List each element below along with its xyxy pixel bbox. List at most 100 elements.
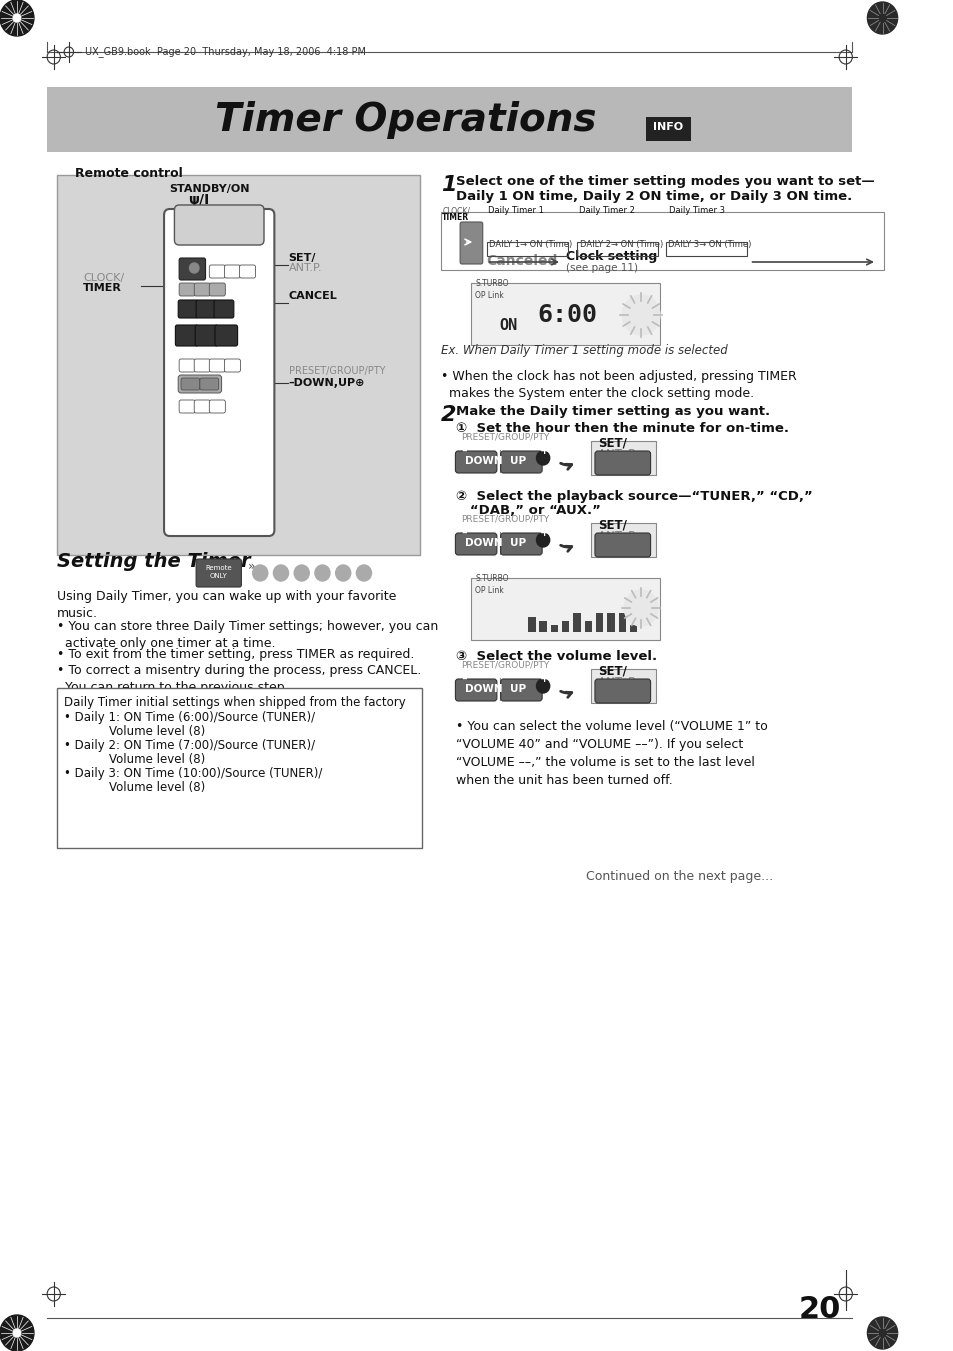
Text: 2: 2 <box>441 405 456 426</box>
Circle shape <box>456 680 470 693</box>
Bar <box>629 626 637 632</box>
Circle shape <box>866 1317 897 1350</box>
Text: TIMER: TIMER <box>83 282 122 293</box>
Text: TIMER: TIMER <box>442 213 469 222</box>
Text: Volume level (8): Volume level (8) <box>64 725 205 738</box>
Circle shape <box>253 565 268 581</box>
Text: Daily Timer 2: Daily Timer 2 <box>578 205 634 215</box>
Text: Remote
ONLY: Remote ONLY <box>205 566 232 578</box>
FancyBboxPatch shape <box>224 265 240 278</box>
Text: –: – <box>460 674 466 684</box>
FancyBboxPatch shape <box>214 326 237 346</box>
Text: Continued on the next page...: Continued on the next page... <box>585 870 772 884</box>
Text: UX_GB9.book  Page 20  Thursday, May 18, 2006  4:18 PM: UX_GB9.book Page 20 Thursday, May 18, 20… <box>85 46 365 58</box>
Circle shape <box>536 680 549 693</box>
Text: DAILY 2→ ON (Time): DAILY 2→ ON (Time) <box>579 240 662 249</box>
Text: SET/: SET/ <box>598 665 626 678</box>
FancyBboxPatch shape <box>500 680 541 701</box>
Text: Daily Timer 3: Daily Timer 3 <box>669 205 724 215</box>
Text: 20: 20 <box>799 1296 841 1324</box>
FancyBboxPatch shape <box>179 282 195 296</box>
Circle shape <box>6 5 29 30</box>
FancyBboxPatch shape <box>200 378 218 390</box>
FancyBboxPatch shape <box>179 400 195 413</box>
FancyBboxPatch shape <box>209 265 225 278</box>
Text: DOWN: DOWN <box>464 538 502 549</box>
FancyBboxPatch shape <box>500 451 541 473</box>
Text: CLOCK/: CLOCK/ <box>442 205 470 215</box>
Text: PRESET/GROUP/PTY: PRESET/GROUP/PTY <box>288 366 385 376</box>
Text: 1: 1 <box>441 176 456 195</box>
Text: OP Link: OP Link <box>475 290 503 300</box>
Text: –: – <box>460 528 466 538</box>
Circle shape <box>536 534 549 547</box>
FancyBboxPatch shape <box>471 282 659 345</box>
FancyBboxPatch shape <box>455 680 497 701</box>
Text: ①  Set the hour then the minute for on-time.: ① Set the hour then the minute for on-ti… <box>456 422 788 435</box>
Text: OP Link: OP Link <box>475 586 503 594</box>
Text: SET/: SET/ <box>598 519 626 532</box>
FancyBboxPatch shape <box>174 205 264 245</box>
FancyBboxPatch shape <box>645 118 690 141</box>
Text: ANT. P.: ANT. P. <box>598 530 636 543</box>
Bar <box>538 613 546 632</box>
Text: • To correct a misentry during the process, press CANCEL.
  You can return to th: • To correct a misentry during the proce… <box>56 663 420 694</box>
FancyBboxPatch shape <box>181 378 200 390</box>
Text: Daily Timer 1: Daily Timer 1 <box>488 205 544 215</box>
FancyBboxPatch shape <box>209 400 225 413</box>
Text: • Daily 1: ON Time (6:00)/Source (TUNER)/: • Daily 1: ON Time (6:00)/Source (TUNER)… <box>64 711 314 724</box>
FancyBboxPatch shape <box>195 326 217 346</box>
FancyBboxPatch shape <box>591 440 656 476</box>
Text: Daily Timer initial settings when shipped from the factory: Daily Timer initial settings when shippe… <box>64 696 405 709</box>
Circle shape <box>536 451 549 465</box>
Text: SET/: SET/ <box>288 253 315 263</box>
FancyBboxPatch shape <box>196 300 215 317</box>
FancyBboxPatch shape <box>239 265 255 278</box>
Text: Setting the Timer: Setting the Timer <box>56 553 250 571</box>
FancyBboxPatch shape <box>209 282 225 296</box>
Text: PRESET/GROUP/PTY: PRESET/GROUP/PTY <box>460 434 549 442</box>
Text: CLOCK/: CLOCK/ <box>83 273 124 282</box>
Circle shape <box>0 1315 34 1351</box>
Text: Make the Daily timer setting as you want.: Make the Daily timer setting as you want… <box>456 405 770 417</box>
FancyBboxPatch shape <box>459 222 482 263</box>
FancyBboxPatch shape <box>178 300 198 317</box>
Circle shape <box>621 295 659 335</box>
FancyBboxPatch shape <box>455 451 497 473</box>
Bar <box>606 621 614 632</box>
Text: +: + <box>539 528 549 538</box>
Text: SET/: SET/ <box>598 436 626 450</box>
Text: +: + <box>539 674 549 684</box>
FancyBboxPatch shape <box>179 359 195 372</box>
Text: • You can select the volume level (“VOLUME 1” to
“VOLUME 40” and “VOLUME ––”). I: • You can select the volume level (“VOLU… <box>456 720 767 788</box>
Text: UP: UP <box>510 538 526 549</box>
Text: DAILY 1→ ON (Time): DAILY 1→ ON (Time) <box>489 240 572 249</box>
FancyBboxPatch shape <box>591 523 656 557</box>
Text: “DAB,” or “AUX.”: “DAB,” or “AUX.” <box>456 504 600 517</box>
Text: 6:00: 6:00 <box>537 303 597 327</box>
FancyBboxPatch shape <box>224 359 240 372</box>
Text: (see page 11): (see page 11) <box>565 263 637 273</box>
Text: ANT.P.: ANT.P. <box>288 263 322 273</box>
Text: Canceled: Canceled <box>486 254 558 267</box>
Text: ANT. P.: ANT. P. <box>598 676 636 689</box>
Text: DOWN: DOWN <box>464 684 502 694</box>
Text: Ex. When Daily Timer 1 setting mode is selected: Ex. When Daily Timer 1 setting mode is s… <box>441 345 727 357</box>
FancyBboxPatch shape <box>194 282 210 296</box>
Circle shape <box>335 565 351 581</box>
Text: Clock setting: Clock setting <box>565 250 657 263</box>
Text: STANDBY/ON: STANDBY/ON <box>170 184 250 195</box>
Text: –DOWN,UP⊕: –DOWN,UP⊕ <box>288 378 365 388</box>
Text: Using Daily Timer, you can wake up with your favorite
music.: Using Daily Timer, you can wake up with … <box>56 590 395 620</box>
FancyBboxPatch shape <box>595 680 650 703</box>
Circle shape <box>13 14 21 22</box>
Circle shape <box>456 451 470 465</box>
Text: Remote control: Remote control <box>75 168 183 180</box>
FancyBboxPatch shape <box>591 669 656 703</box>
Text: • To exit from the timer setting, press TIMER as required.: • To exit from the timer setting, press … <box>56 648 414 661</box>
Bar <box>561 626 569 632</box>
Text: ANT. P.: ANT. P. <box>598 449 636 461</box>
FancyBboxPatch shape <box>209 359 225 372</box>
FancyBboxPatch shape <box>194 400 210 413</box>
FancyBboxPatch shape <box>196 559 241 586</box>
